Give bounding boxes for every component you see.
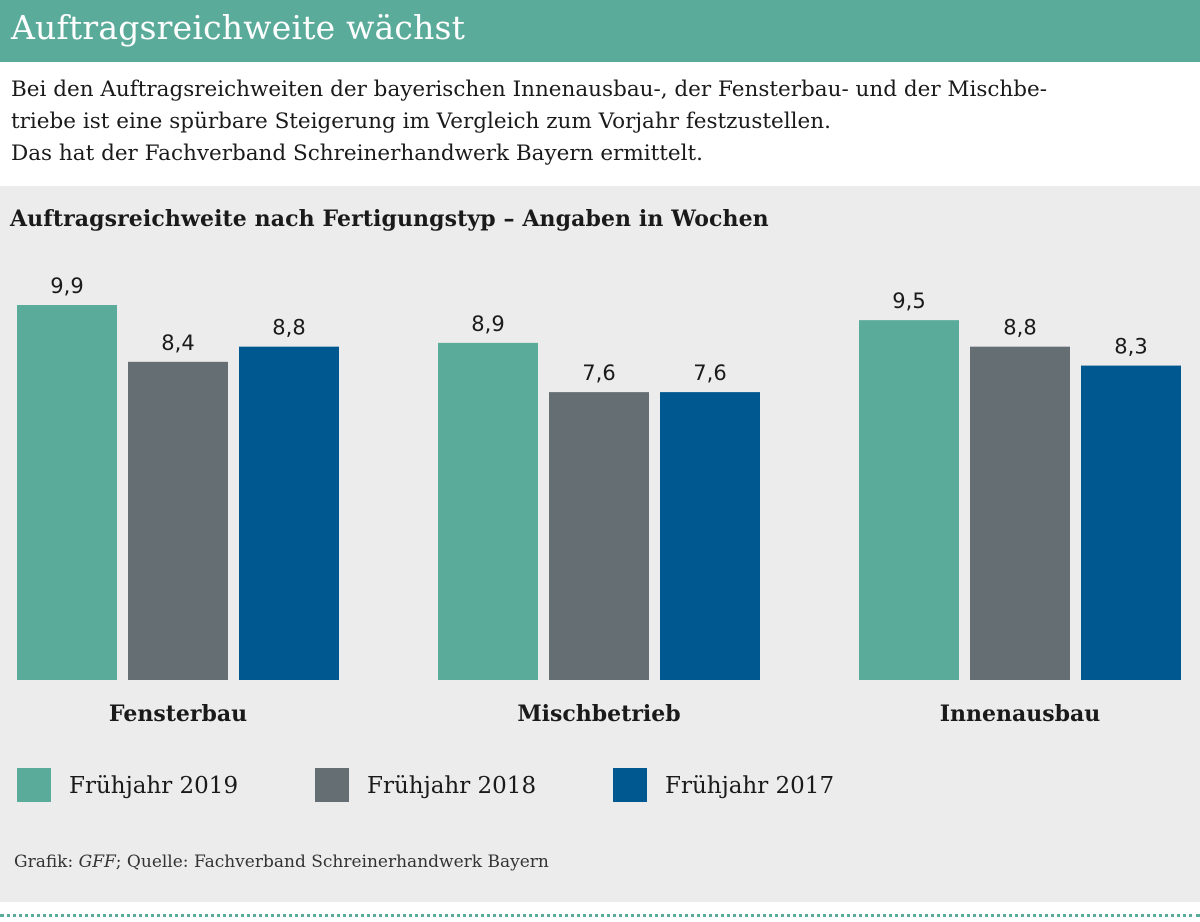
title-bar: Auftragsreichweite wächst (0, 0, 1200, 62)
bar-fensterbau-1 (17, 305, 117, 680)
data-label-mischbetrieb-2: 7,6 (582, 361, 615, 385)
page-title: Auftragsreichweite wächst (11, 8, 466, 47)
data-label-fensterbau-1: 9,9 (50, 274, 83, 298)
legend-swatch-2018 (315, 768, 349, 802)
intro-line-3: Das hat der Fachverband Schreinerhandwer… (11, 141, 703, 166)
data-label-innenausbau-2: 8,8 (1003, 316, 1036, 340)
bar-mischbetrieb-1 (438, 342, 538, 680)
bar-mischbetrieb-2 (549, 392, 649, 680)
intro-line-1: Bei den Auftragsreichweiten der bayerisc… (11, 77, 1047, 102)
chart-title: Auftragsreichweite nach Fertigungstyp – … (10, 206, 769, 232)
data-label-mischbetrieb-1: 8,9 (471, 312, 504, 336)
legend-label-2018: Frühjahr 2018 (367, 773, 537, 799)
legend-swatch-2017 (613, 768, 647, 802)
category-label-fensterbau: Fensterbau (109, 701, 247, 727)
source-agency: GFF (78, 852, 116, 872)
bottom-divider (0, 914, 1200, 917)
bar-innenausbau-3 (1081, 365, 1181, 680)
bar-innenausbau-2 (970, 346, 1070, 680)
source-rest: ; Quelle: Fachverband Schreinerhandwerk … (115, 852, 549, 872)
legend-swatch-2019 (17, 768, 51, 802)
source-credit: Grafik: GFF; Quelle: Fachverband Schrein… (14, 852, 549, 872)
source-prefix: Grafik: (14, 852, 79, 872)
category-label-innenausbau: Innenausbau (940, 701, 1101, 727)
intro-line-2: triebe ist eine spürbare Steigerung im V… (11, 109, 831, 134)
category-label-mischbetrieb: Mischbetrieb (517, 701, 680, 727)
bar-fensterbau-3 (239, 346, 339, 680)
legend-label-2019: Frühjahr 2019 (69, 773, 239, 799)
bar-fensterbau-2 (128, 361, 228, 680)
data-label-innenausbau-3: 8,3 (1114, 335, 1147, 359)
data-label-fensterbau-2: 8,4 (161, 331, 194, 355)
bar-innenausbau-1 (859, 320, 959, 680)
data-label-mischbetrieb-3: 7,6 (693, 361, 726, 385)
data-label-fensterbau-3: 8,8 (272, 316, 305, 340)
bar-mischbetrieb-3 (660, 392, 760, 680)
intro-text: Bei den Auftragsreichweiten der bayerisc… (11, 74, 1191, 170)
data-label-innenausbau-1: 9,5 (892, 289, 925, 313)
legend-label-2017: Frühjahr 2017 (665, 773, 835, 799)
